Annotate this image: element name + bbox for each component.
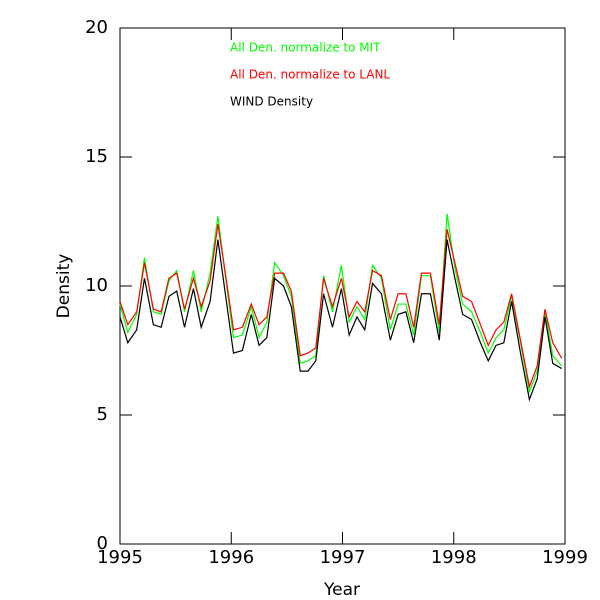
x-tick-label: 1996 [208, 547, 254, 568]
x-tick-label: 1999 [542, 547, 588, 568]
x-tick-label: 1998 [431, 547, 477, 568]
legend-label: WIND Density [230, 95, 313, 109]
y-tick-label: 20 [85, 17, 108, 38]
data-line [119, 213, 563, 395]
y-tick-label: 15 [85, 146, 108, 167]
x-tick-label: 1995 [97, 547, 143, 568]
data-line [119, 239, 562, 402]
legend-label: All Den. normalize to LANL [230, 68, 390, 82]
y-tick-label: 0 [97, 533, 108, 554]
data-line [119, 223, 563, 389]
y-axis-label: Density [54, 254, 74, 319]
y-tick-label: 5 [97, 404, 108, 425]
x-axis-label: Year [323, 580, 360, 600]
y-tick-label: 10 [85, 275, 108, 296]
legend-label: All Den. normalize to MIT [230, 41, 381, 55]
x-tick-label: 1997 [320, 547, 366, 568]
